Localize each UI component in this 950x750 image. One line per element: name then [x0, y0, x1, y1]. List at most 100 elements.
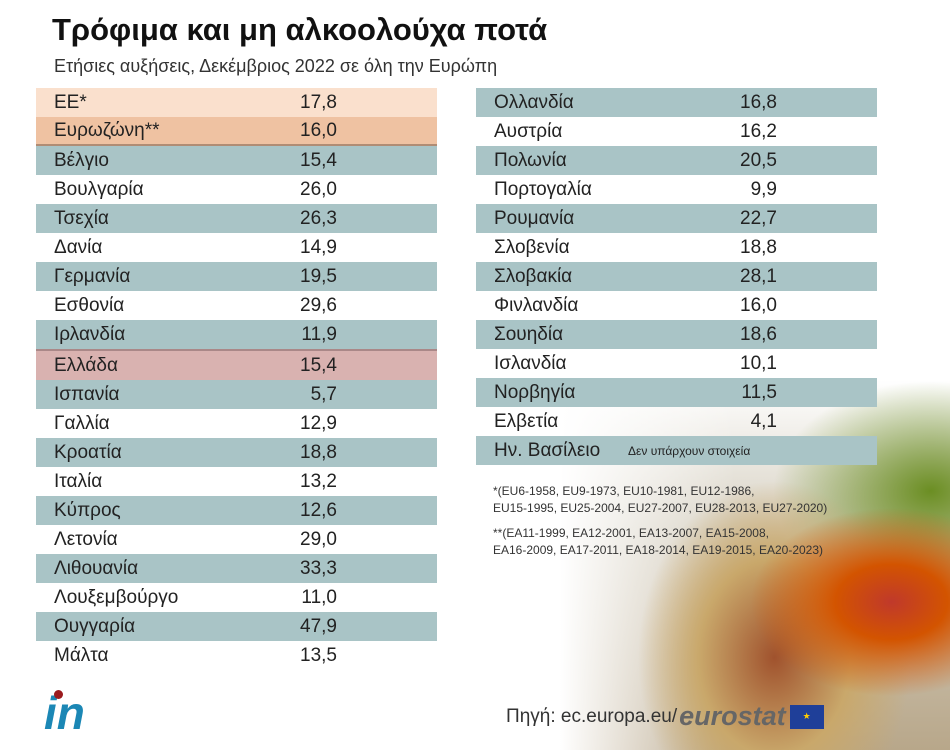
value: 18,8 [300, 441, 337, 463]
value: 16,0 [740, 294, 777, 316]
value: 33,3 [300, 557, 337, 579]
value: 15,4 [300, 354, 337, 376]
country-name: Ισλανδία [494, 352, 567, 374]
country-name: Ισπανία [54, 383, 120, 405]
country-name: Λιθουανία [54, 557, 139, 579]
table-row: Ελλάδα 15,4 [36, 349, 437, 380]
no-data: Δεν υπάρχουν στοιχεία [628, 443, 751, 458]
country-name: Βουλγαρία [54, 178, 144, 200]
value: 18,8 [740, 236, 777, 258]
table-row: Τσεχία 26,3 [36, 204, 437, 233]
country-name: Εσθονία [54, 294, 125, 316]
table-row: Γαλλία 12,9 [36, 409, 437, 438]
value: 20,5 [740, 149, 777, 171]
table-row: Μάλτα 13,5 [36, 641, 437, 670]
country-name: Ιρλανδία [54, 323, 126, 345]
country-name: Αυστρία [494, 120, 563, 142]
value: 15,4 [300, 149, 337, 171]
value: 16,0 [300, 119, 337, 141]
table-row: Σλοβακία 28,1 [476, 262, 877, 291]
table-row: Ιρλανδία 11,9 [36, 320, 437, 349]
eurostat-logo: eurostat [679, 701, 786, 731]
table-row: Λετονία 29,0 [36, 525, 437, 554]
table-row: Ρουμανία 22,7 [476, 204, 877, 233]
table-row: Ισλανδία 10,1 [476, 349, 877, 378]
country-name: Λετονία [54, 528, 118, 550]
table-row: Σουηδία 18,6 [476, 320, 877, 349]
value: 22,7 [740, 207, 777, 229]
country-name: Ιταλία [54, 470, 103, 492]
table-row: Δανία 14,9 [36, 233, 437, 262]
source: Πηγή: ec.europa.eu/eurostat ★ [506, 701, 824, 732]
country-name: Νορβηγία [494, 381, 576, 403]
right-table: Ολλανδία 16,8 Αυστρία 16,2 Πολωνία 20,5 Πορτογ… [476, 88, 877, 465]
value: 47,9 [300, 615, 337, 637]
value: 12,6 [300, 499, 337, 521]
value: 11,0 [301, 586, 337, 608]
table-row: Αυστρία 16,2 [476, 117, 877, 146]
table-row: Γερμανία 19,5 [36, 262, 437, 291]
country-name: Ουγγαρία [54, 615, 136, 637]
country-name: Κροατία [54, 441, 122, 463]
country-name: Σουηδία [494, 323, 564, 345]
value: 9,9 [750, 178, 777, 200]
country-name: Σλοβακία [494, 265, 573, 287]
country-name: Σλοβενία [494, 236, 570, 258]
country-name: Γαλλία [54, 412, 110, 434]
table-row-uk: Ην. Βασίλειο Δεν υπάρχουν στοιχεία [476, 436, 877, 465]
table-row: Λουξεμβούργο 11,0 [36, 583, 437, 612]
value: 16,8 [740, 91, 777, 113]
table-row: Ιταλία 13,2 [36, 467, 437, 496]
value: 17,8 [300, 91, 337, 113]
page-title: Τρόφιμα και μη αλκοολούχα ποτά [52, 12, 548, 47]
subtitle: Ετήσιες αυξήσεις, Δεκέμβριος 2022 σε όλη… [54, 56, 498, 76]
table-row: ΕΕ* 17,8 [36, 88, 437, 117]
value: 26,0 [300, 178, 337, 200]
table-row: Πολωνία 20,5 [476, 146, 877, 175]
country-name: Ευρωζώνη** [54, 119, 160, 141]
table-row: Πορτογαλία 9,9 [476, 175, 877, 204]
country-name: Πορτογαλία [494, 178, 592, 200]
country-name: Τσεχία [54, 207, 109, 229]
eu-flag-icon: ★ [789, 704, 824, 729]
country-name: Γερμανία [54, 265, 131, 287]
country-name: Ρουμανία [494, 207, 575, 229]
table-row: Ελβετία 4,1 [476, 407, 877, 436]
value: 19,5 [300, 265, 337, 287]
country-name: ΕΕ* [54, 91, 87, 113]
value: 12,9 [300, 412, 337, 434]
value: 11,9 [301, 323, 337, 345]
value: 5,7 [310, 383, 337, 405]
value: 13,2 [300, 470, 337, 492]
value: 10,1 [740, 352, 777, 374]
table-row: Κροατία 18,8 [36, 438, 437, 467]
value: 29,6 [300, 294, 337, 316]
value: 13,5 [300, 644, 337, 666]
value: 29,0 [300, 528, 337, 550]
country-name: Κύπρος [54, 499, 121, 521]
value: 26,3 [300, 207, 337, 229]
country-name: Ολλανδία [494, 91, 574, 113]
table-row: Ευρωζώνη** 16,0 [36, 117, 437, 146]
country-name: Ελβετία [494, 410, 559, 432]
table-row: Φινλανδία 16,0 [476, 291, 877, 320]
value: 28,1 [740, 265, 777, 287]
in-logo: in [44, 687, 85, 739]
value: 4,1 [750, 410, 777, 432]
table-row: Σλοβενία 18,8 [476, 233, 877, 262]
value: 11,5 [741, 381, 777, 403]
country-name: Πολωνία [494, 149, 567, 171]
footnote-eu: *(EU6-1958, EU9-1973, EU10-1981, EU12-19… [493, 484, 828, 515]
country-name: Λουξεμβούργο [54, 586, 179, 608]
table-row: Βουλγαρία 26,0 [36, 175, 437, 204]
country-name: Ελλάδα [54, 354, 118, 376]
country-name: Ην. Βασίλειο [494, 439, 601, 461]
footnote-ea: **(EA11-1999, EA12-2001, EA13-2007, EA15… [493, 526, 824, 557]
left-table: ΕΕ* 17,8 Ευρωζώνη** 16,0 Βέλγιο 15,4 Βουλγαρία… [36, 88, 437, 670]
table-row: Εσθονία 29,6 [36, 291, 437, 320]
country-name: Φινλανδία [494, 294, 579, 316]
table-row: Ολλανδία 16,8 [476, 88, 877, 117]
value: 16,2 [740, 120, 777, 142]
value: 14,9 [300, 236, 337, 258]
table-row: Ουγγαρία 47,9 [36, 612, 437, 641]
